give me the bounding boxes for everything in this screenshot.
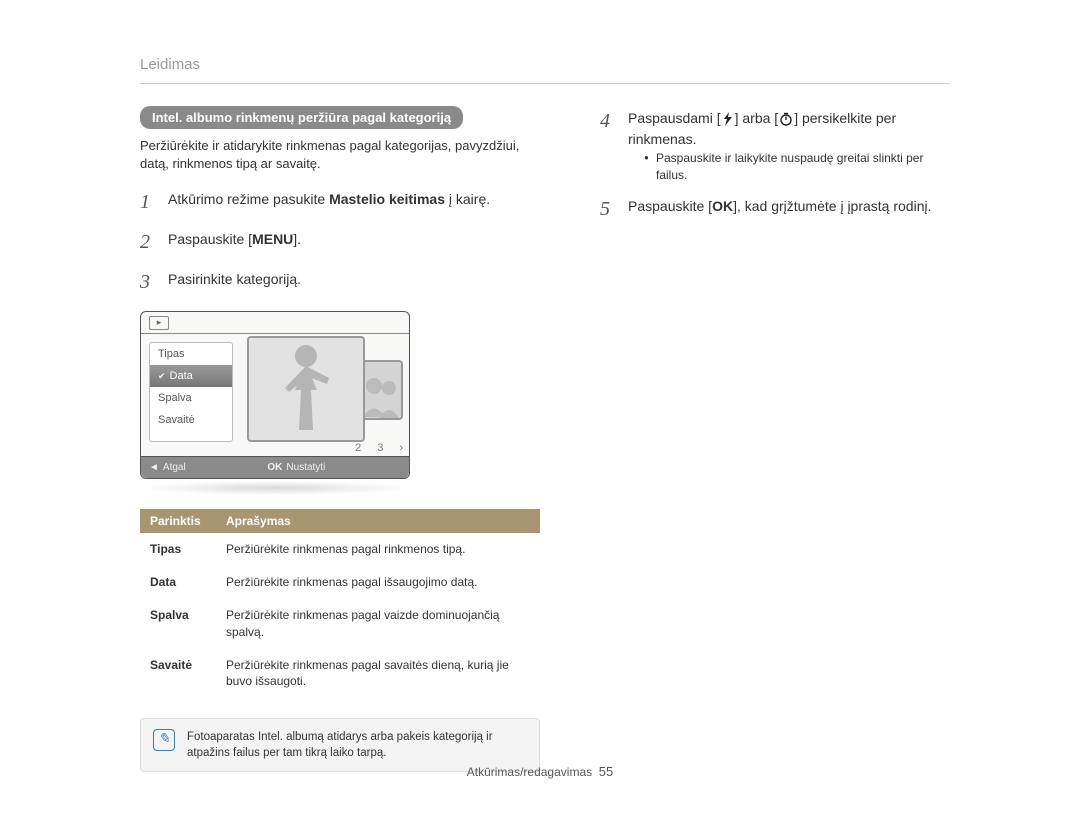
- person-silhouette-icon: [271, 340, 341, 432]
- camera-screen: ▸ Tipas Data Spalva Savaitė: [140, 311, 410, 479]
- thumbnail-primary: [247, 336, 365, 442]
- back-segment: ◄ Atgal: [149, 462, 186, 473]
- steps-list-left: 1 Atkūrimo režime pasukite Mastelio keit…: [140, 187, 540, 297]
- menu-item-data: Data: [150, 365, 232, 387]
- right-column: 4 Paspausdami [] arba [] persikelkite pe…: [600, 106, 950, 772]
- note-icon: ✎: [153, 729, 175, 751]
- section-pill: Intel. albumo rinkmenų peržiūra pagal ka…: [140, 106, 463, 129]
- step-text: Pasirinkite kategoriją.: [168, 267, 540, 290]
- step-num: 3: [140, 267, 168, 297]
- page-number: 55: [599, 764, 613, 779]
- camera-top-bar: ▸: [141, 312, 409, 334]
- back-arrow-icon: ◄: [149, 462, 159, 473]
- film-strip: 2 3 ›: [355, 442, 403, 454]
- page: Leidimas Intel. albumo rinkmenų peržiūra…: [0, 0, 1080, 792]
- camera-mid: Tipas Data Spalva Savaitė: [141, 334, 409, 456]
- footer-section: Atkūrimas/redagavimas: [467, 765, 592, 779]
- table-row: SpalvaPeržiūrėkite rinkmenas pagal vaizd…: [140, 599, 540, 649]
- footer: Atkūrimas/redagavimas 55: [0, 764, 1080, 779]
- step-text: Paspauskite [OK], kad grįžtumėte į įpras…: [628, 194, 950, 217]
- step-5: 5 Paspauskite [OK], kad grįžtumėte į įpr…: [600, 194, 950, 224]
- content-columns: Intel. albumo rinkmenų peržiūra pagal ka…: [140, 106, 950, 772]
- note-text: Fotoaparatas Intel. albumą atidarys arba…: [187, 729, 527, 761]
- category-menu: Tipas Data Spalva Savaitė: [149, 342, 233, 442]
- step-num: 5: [600, 194, 628, 224]
- ok-segment: OK Nustatyti: [267, 462, 325, 473]
- table-row: DataPeržiūrėkite rinkmenas pagal išsaugo…: [140, 566, 540, 599]
- step-2: 2 Paspauskite [MENU].: [140, 227, 540, 257]
- table-row: SavaitėPeržiūrėkite rinkmenas pagal sava…: [140, 649, 540, 699]
- menu-item-tipas: Tipas: [150, 343, 232, 365]
- step-text: Paspausdami [] arba [] persikelkite per …: [628, 106, 950, 184]
- options-table: Parinktis Aprašymas TipasPeržiūrėkite ri…: [140, 509, 540, 698]
- step-num: 1: [140, 187, 168, 217]
- table-header-row: Parinktis Aprašymas: [140, 509, 540, 533]
- divider: [140, 83, 950, 84]
- timer-icon: [779, 112, 793, 126]
- step-num: 2: [140, 227, 168, 257]
- left-column: Intel. albumo rinkmenų peržiūra pagal ka…: [140, 106, 540, 772]
- step-1: 1 Atkūrimo režime pasukite Mastelio keit…: [140, 187, 540, 217]
- play-icon: ▸: [149, 316, 169, 330]
- camera-screen-illustration: ▸ Tipas Data Spalva Savaitė: [140, 311, 410, 495]
- intro-text: Peržiūrėkite ir atidarykite rinkmenas pa…: [140, 137, 540, 173]
- steps-list-right: 4 Paspausdami [] arba [] persikelkite pe…: [600, 106, 950, 224]
- step-text: Paspauskite [MENU].: [168, 227, 540, 250]
- th-parinktis: Parinktis: [140, 509, 216, 533]
- camera-bottom-bar: ◄ Atgal OK Nustatyti: [141, 456, 409, 478]
- menu-item-spalva: Spalva: [150, 387, 232, 409]
- table-row: TipasPeržiūrėkite rinkmenas pagal rinkme…: [140, 533, 540, 566]
- step-4: 4 Paspausdami [] arba [] persikelkite pe…: [600, 106, 950, 184]
- menu-item-savaite: Savaitė: [150, 409, 232, 431]
- page-header: Leidimas: [140, 56, 950, 73]
- th-aprasymas: Aprašymas: [216, 509, 540, 533]
- camera-shadow: [140, 481, 410, 495]
- preview-area: 2 3 ›: [233, 334, 409, 456]
- step-sub: Paspauskite ir laikykite nuspaudę greita…: [644, 150, 950, 184]
- step-text: Atkūrimo režime pasukite Mastelio keitim…: [168, 187, 540, 210]
- step-3: 3 Pasirinkite kategoriją.: [140, 267, 540, 297]
- flash-icon: [722, 112, 734, 126]
- step-num: 4: [600, 106, 628, 136]
